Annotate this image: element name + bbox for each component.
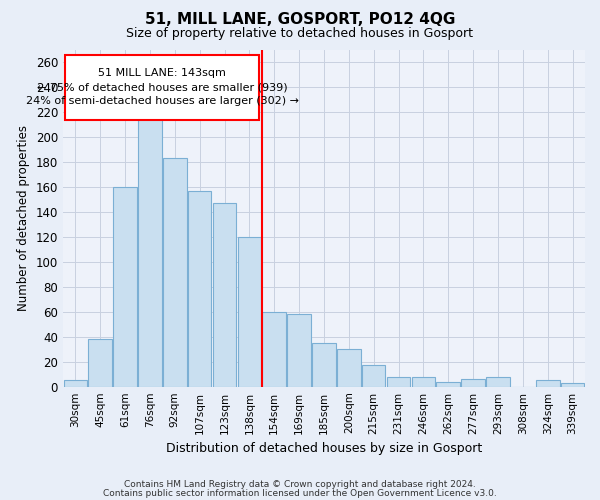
Bar xyxy=(337,350,361,387)
Bar xyxy=(312,343,336,386)
Bar xyxy=(561,383,584,386)
Bar xyxy=(536,380,560,386)
Bar xyxy=(64,380,87,386)
Text: 51, MILL LANE, GOSPORT, PO12 4QG: 51, MILL LANE, GOSPORT, PO12 4QG xyxy=(145,12,455,28)
Text: Contains HM Land Registry data © Crown copyright and database right 2024.: Contains HM Land Registry data © Crown c… xyxy=(124,480,476,489)
X-axis label: Distribution of detached houses by size in Gosport: Distribution of detached houses by size … xyxy=(166,442,482,455)
Bar xyxy=(436,382,460,386)
FancyBboxPatch shape xyxy=(65,55,259,120)
Bar xyxy=(287,314,311,386)
Text: Size of property relative to detached houses in Gosport: Size of property relative to detached ho… xyxy=(127,28,473,40)
Bar xyxy=(113,187,137,386)
Text: 51 MILL LANE: 143sqm
← 75% of detached houses are smaller (939)
24% of semi-deta: 51 MILL LANE: 143sqm ← 75% of detached h… xyxy=(26,68,299,106)
Y-axis label: Number of detached properties: Number of detached properties xyxy=(17,126,30,312)
Bar xyxy=(262,312,286,386)
Bar xyxy=(461,379,485,386)
Bar xyxy=(88,340,112,386)
Text: Contains public sector information licensed under the Open Government Licence v3: Contains public sector information licen… xyxy=(103,488,497,498)
Bar xyxy=(188,191,211,386)
Bar xyxy=(412,376,435,386)
Bar xyxy=(387,376,410,386)
Bar xyxy=(486,376,510,386)
Bar xyxy=(138,115,162,386)
Bar xyxy=(213,204,236,386)
Bar xyxy=(362,366,385,386)
Bar xyxy=(163,158,187,386)
Bar xyxy=(238,237,261,386)
